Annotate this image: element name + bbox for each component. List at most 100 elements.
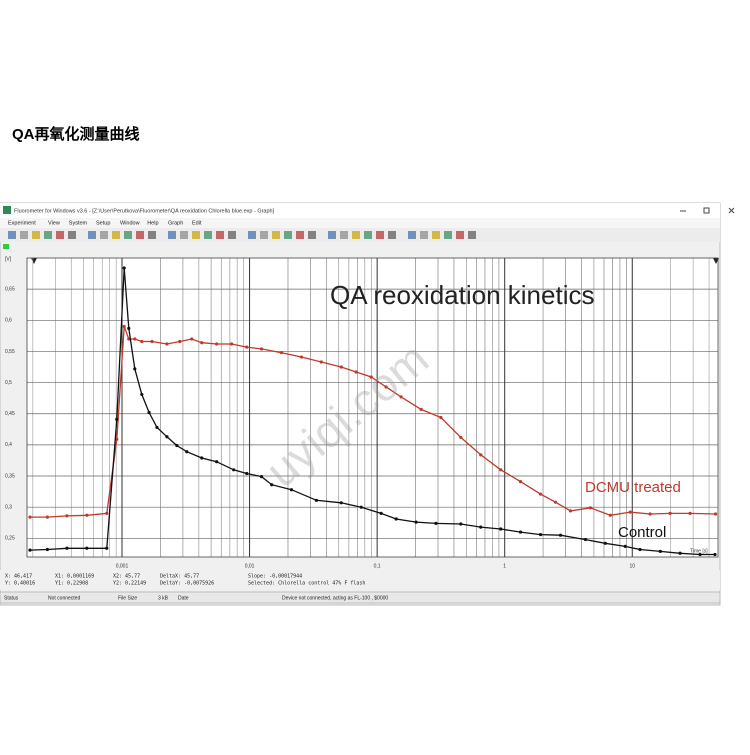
toolbar-button[interactable]: [284, 231, 292, 239]
menu-item[interactable]: System: [69, 220, 88, 226]
toolbar-button[interactable]: [388, 231, 396, 239]
toolbar-button[interactable]: [180, 231, 188, 239]
menu-item[interactable]: Graph: [168, 220, 183, 226]
menu-item[interactable]: Window: [120, 220, 140, 226]
toolbar-button[interactable]: [308, 231, 316, 239]
toolbar-button[interactable]: [444, 231, 452, 239]
readout: Selected: Chlorella control 47% F flash: [248, 581, 365, 587]
menu-item[interactable]: Edit: [192, 220, 202, 226]
close-button[interactable]: [728, 207, 735, 214]
data-point: [399, 395, 403, 399]
data-point: [165, 435, 169, 439]
data-point: [175, 443, 179, 448]
readout: X2: 45,77: [113, 574, 140, 580]
status-field: Status: [4, 595, 19, 601]
data-point: [165, 342, 169, 346]
data-point: [369, 375, 373, 379]
title-bar: [0, 203, 720, 218]
toolbar-button[interactable]: [340, 231, 348, 239]
toolbar-button[interactable]: [192, 231, 200, 239]
data-point: [319, 360, 323, 364]
data-point: [232, 468, 236, 472]
menu-item[interactable]: View: [48, 220, 60, 226]
data-point: [105, 511, 109, 515]
data-point: [479, 525, 483, 529]
toolbar-button[interactable]: [408, 231, 416, 239]
data-point: [314, 498, 318, 502]
toolbar-button[interactable]: [228, 231, 236, 239]
readout: Y2: 0,22149: [113, 581, 146, 587]
menu-item[interactable]: Help: [147, 220, 158, 226]
readout: X: 46,417: [5, 574, 32, 580]
data-point: [65, 514, 69, 518]
data-point: [603, 541, 607, 545]
readout-background: [0, 570, 720, 590]
toolbar-button[interactable]: [376, 231, 384, 239]
toolbar-button[interactable]: [20, 231, 28, 239]
toolbar-button[interactable]: [420, 231, 428, 239]
data-point: [215, 460, 219, 464]
toolbar-button[interactable]: [260, 231, 268, 239]
toolbar-button[interactable]: [328, 231, 336, 239]
data-point: [245, 345, 249, 349]
toolbar-button[interactable]: [296, 231, 304, 239]
data-point: [518, 480, 523, 484]
data-point: [215, 342, 219, 346]
data-point: [648, 512, 652, 516]
data-point: [384, 385, 388, 389]
toolbar-button[interactable]: [112, 231, 120, 239]
data-point: [190, 337, 194, 341]
data-point: [140, 339, 144, 344]
toolbar-button[interactable]: [88, 231, 96, 239]
toolbar-button[interactable]: [8, 231, 16, 239]
data-point: [379, 511, 383, 515]
toolbar-button[interactable]: [124, 231, 132, 239]
toolbar-button[interactable]: [272, 231, 280, 239]
toolbar-button[interactable]: [32, 231, 40, 239]
status-background: [0, 591, 721, 604]
toolbar-button[interactable]: [136, 231, 144, 239]
toolbar-button[interactable]: [68, 231, 76, 239]
toolbar-button[interactable]: [456, 231, 464, 239]
data-point: [339, 501, 343, 505]
data-point: [588, 506, 593, 510]
toolbar-button[interactable]: [168, 231, 176, 239]
toolbar-button[interactable]: [468, 231, 476, 239]
data-point: [259, 347, 264, 351]
maximize-button[interactable]: [703, 207, 710, 214]
readout: X1: 0,0001169: [55, 574, 94, 580]
data-point: [155, 425, 159, 430]
data-point: [127, 337, 131, 341]
data-point: [583, 537, 588, 542]
y-axis-label: [V]: [5, 256, 12, 262]
data-point: [289, 488, 294, 492]
toolbar-button[interactable]: [100, 231, 108, 239]
page-title: QA再氧化测量曲线: [12, 125, 140, 143]
data-point: [178, 339, 182, 344]
toolbar-button[interactable]: [204, 231, 212, 239]
data-point: [45, 515, 49, 519]
toolbar-button[interactable]: [56, 231, 64, 239]
y-tick-label: 0,65: [5, 286, 15, 292]
toolbar: [0, 228, 720, 242]
chart: 0,25 0,3 0,35 0,4 0,45 0,5 0,55 0,6 0,65 0,001 0,0…: [5, 257, 719, 569]
toolbar-button[interactable]: [432, 231, 440, 239]
data-point: [439, 415, 443, 420]
toolbar-button[interactable]: [148, 231, 156, 239]
toolbar-button[interactable]: [216, 231, 224, 239]
data-point: [133, 337, 137, 341]
data-point: [122, 266, 126, 270]
series-label: DCMU treated: [585, 479, 681, 496]
data-point: [28, 515, 32, 519]
toolbar-button[interactable]: [364, 231, 372, 239]
toolbar-button[interactable]: [44, 231, 52, 239]
toolbar-button[interactable]: [352, 231, 360, 239]
x-axis-label: Time [s]: [690, 548, 708, 554]
menu-item[interactable]: Setup: [96, 220, 110, 226]
data-point: [713, 552, 717, 557]
menu-item[interactable]: Experiment: [8, 220, 36, 226]
data-point: [85, 513, 89, 517]
data-point: [394, 517, 398, 521]
toolbar-button[interactable]: [248, 231, 256, 239]
